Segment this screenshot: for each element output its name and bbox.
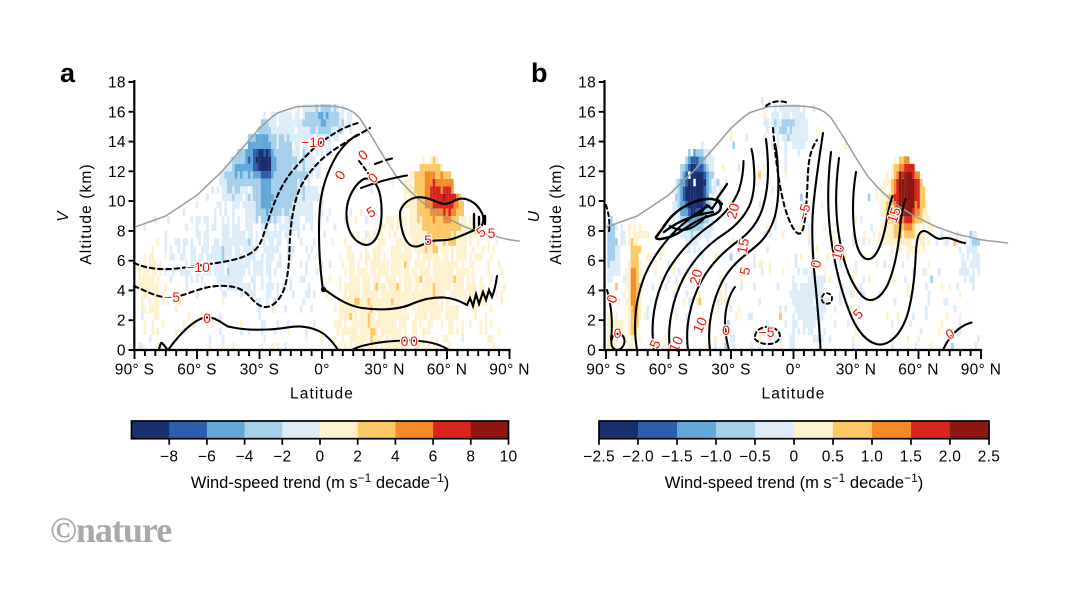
svg-text:6: 6 [117,253,126,270]
svg-text:4: 4 [391,448,400,465]
svg-text:90° N: 90° N [961,362,1001,379]
svg-text:0: 0 [203,310,211,326]
svg-text:60° N: 60° N [898,362,938,379]
svg-text:30° N: 30° N [364,362,404,379]
svg-text:0: 0 [117,343,126,360]
svg-text:−0.5: −0.5 [739,448,771,465]
svg-text:2: 2 [117,313,126,330]
svg-text:16: 16 [578,104,596,121]
svg-text:U: U [526,210,543,222]
svg-text:4: 4 [117,283,126,300]
svg-text:10: 10 [578,194,596,211]
svg-text:30° N: 30° N [836,362,876,379]
svg-text:a: a [60,58,76,88]
svg-text:8: 8 [117,223,126,240]
svg-text:10: 10 [828,242,848,261]
svg-text:0: 0 [410,333,418,349]
svg-text:0: 0 [790,448,799,465]
svg-text:−2.5: −2.5 [583,448,615,465]
svg-text:−8: −8 [160,448,178,465]
svg-text:60° S: 60° S [649,362,689,379]
svg-text:90° N: 90° N [489,362,529,379]
svg-text:V: V [55,210,72,222]
svg-text:Wind-speed trend (m s−1 decade: Wind-speed trend (m s−1 decade−1) [191,471,450,492]
svg-text:0.5: 0.5 [822,448,844,465]
svg-text:6: 6 [587,253,596,270]
svg-text:b: b [531,58,548,88]
svg-text:−5: −5 [759,324,775,340]
svg-text:1.0: 1.0 [861,448,884,465]
svg-text:−4: −4 [235,448,253,465]
svg-text:−1.5: −1.5 [661,448,693,465]
svg-text:Wind-speed trend (m s−1 decade: Wind-speed trend (m s−1 decade−1) [665,471,924,492]
svg-text:10: 10 [108,194,126,211]
svg-text:60° S: 60° S [177,362,217,379]
svg-text:0: 0 [316,448,325,465]
svg-text:Latitude: Latitude [762,386,826,403]
svg-text:12: 12 [108,164,126,181]
svg-text:6: 6 [429,448,438,465]
svg-text:1.5: 1.5 [900,448,922,465]
svg-text:30° S: 30° S [711,362,751,379]
svg-text:12: 12 [578,164,596,181]
svg-text:−6: −6 [198,448,216,465]
svg-text:90° S: 90° S [586,362,626,379]
svg-text:−2.0: −2.0 [622,448,654,465]
svg-text:10: 10 [500,448,518,465]
svg-text:0: 0 [614,325,622,341]
svg-text:0°: 0° [786,362,801,379]
svg-text:5: 5 [424,232,432,248]
svg-text:18: 18 [578,75,596,92]
svg-text:4: 4 [587,283,596,300]
svg-text:Latitude: Latitude [290,386,354,403]
svg-text:60° N: 60° N [427,362,467,379]
svg-text:−10: −10 [186,259,210,275]
svg-text:Altitude (km): Altitude (km) [548,163,565,264]
svg-text:90° S: 90° S [115,362,155,379]
svg-text:8: 8 [587,223,596,240]
svg-text:−2: −2 [273,448,291,465]
svg-text:0: 0 [722,322,730,338]
svg-text:0: 0 [587,343,596,360]
svg-text:30° S: 30° S [240,362,280,379]
svg-text:15: 15 [734,237,752,255]
svg-text:©nature: ©nature [50,510,172,550]
svg-text:−10: −10 [301,134,325,150]
svg-text:5: 5 [488,225,496,241]
svg-text:15: 15 [884,205,904,225]
svg-text:8: 8 [466,448,475,465]
svg-text:0: 0 [401,333,409,349]
svg-text:0°: 0° [314,362,329,379]
svg-text:2: 2 [587,313,596,330]
svg-text:14: 14 [108,134,126,151]
svg-text:2.5: 2.5 [978,448,1000,465]
svg-text:−1.0: −1.0 [700,448,732,465]
svg-text:20: 20 [723,201,743,220]
svg-text:−5: −5 [164,289,180,305]
svg-text:2: 2 [353,448,362,465]
svg-text:20: 20 [686,267,706,286]
svg-text:14: 14 [578,134,596,151]
svg-text:−5: −5 [794,202,814,222]
svg-text:18: 18 [108,75,126,92]
svg-text:16: 16 [108,104,126,121]
svg-text:Altitude (km): Altitude (km) [78,163,95,264]
svg-text:2.0: 2.0 [939,448,962,465]
